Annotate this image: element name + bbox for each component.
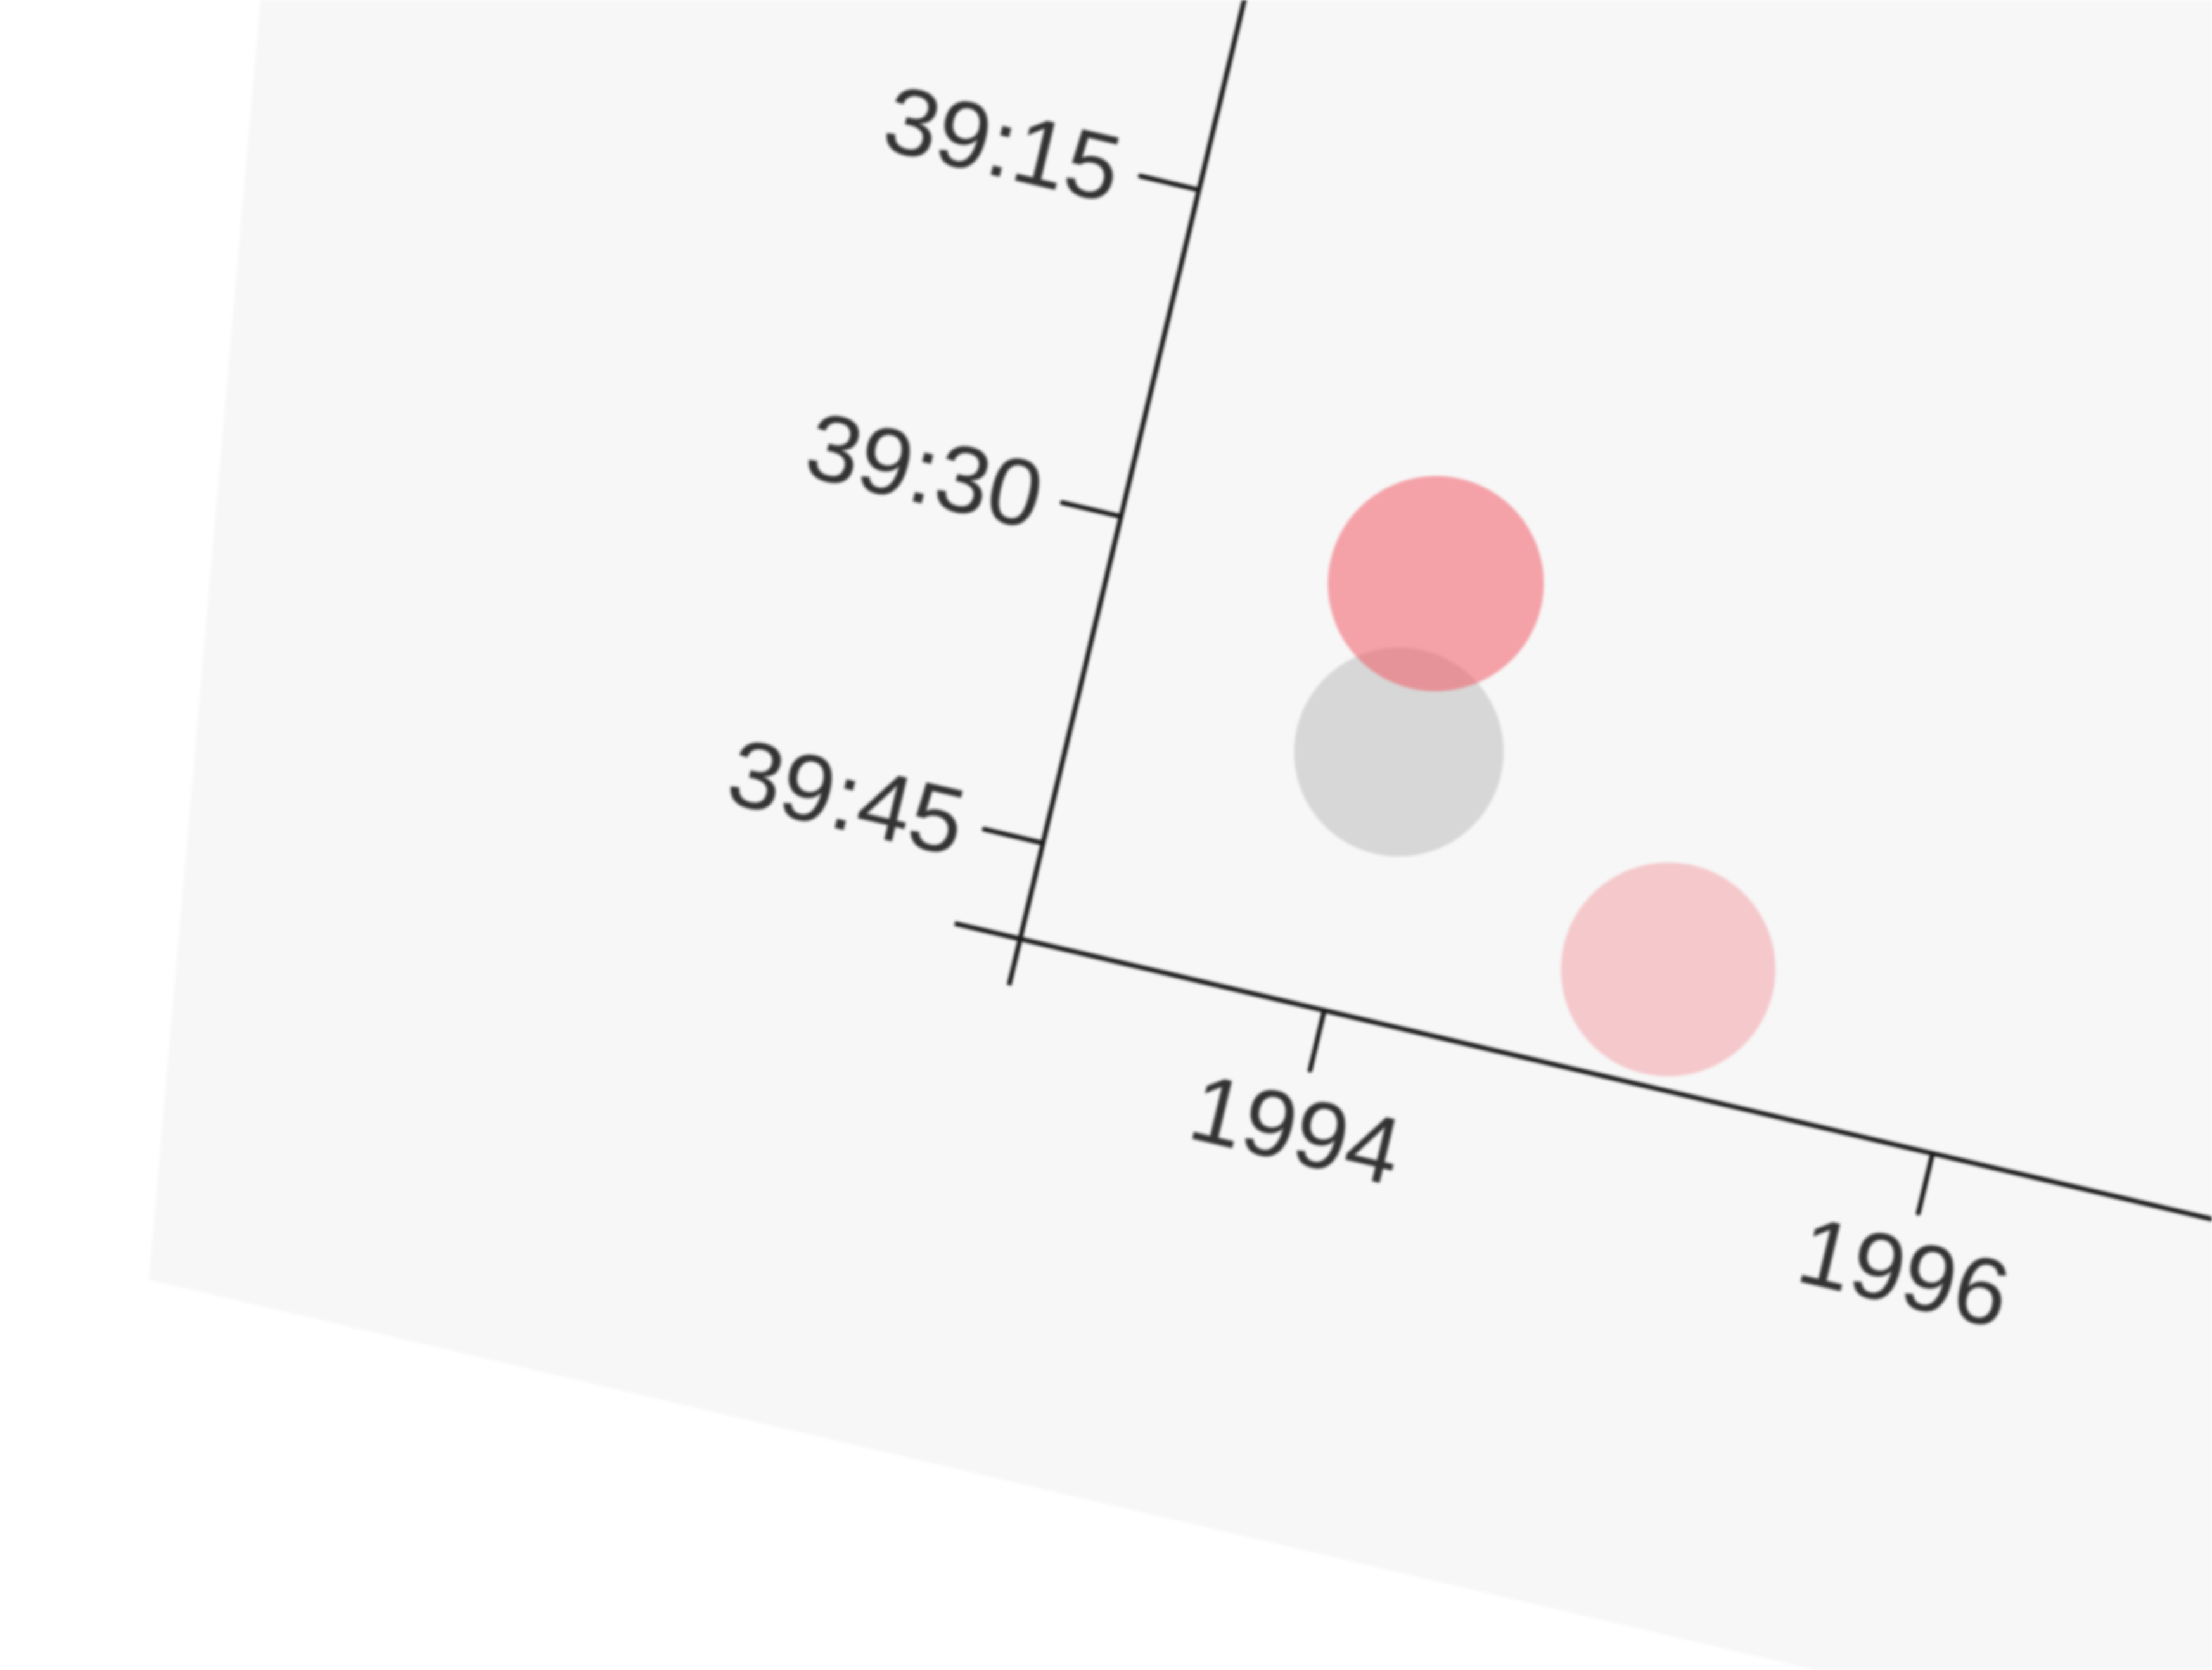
x-tick (1915, 1151, 1935, 1216)
y-tick (1059, 500, 1123, 519)
x-axis-line (954, 921, 2212, 1223)
x-tick (1307, 1008, 1327, 1073)
y-axis-line (1006, 0, 1248, 986)
gray-bubble (1294, 647, 1504, 857)
y-tick (1137, 174, 1201, 193)
red-bubble (1327, 476, 1544, 692)
pink-bubble (1561, 862, 1775, 1077)
plot-canvas (149, 0, 2212, 1670)
y-tick (981, 827, 1045, 846)
